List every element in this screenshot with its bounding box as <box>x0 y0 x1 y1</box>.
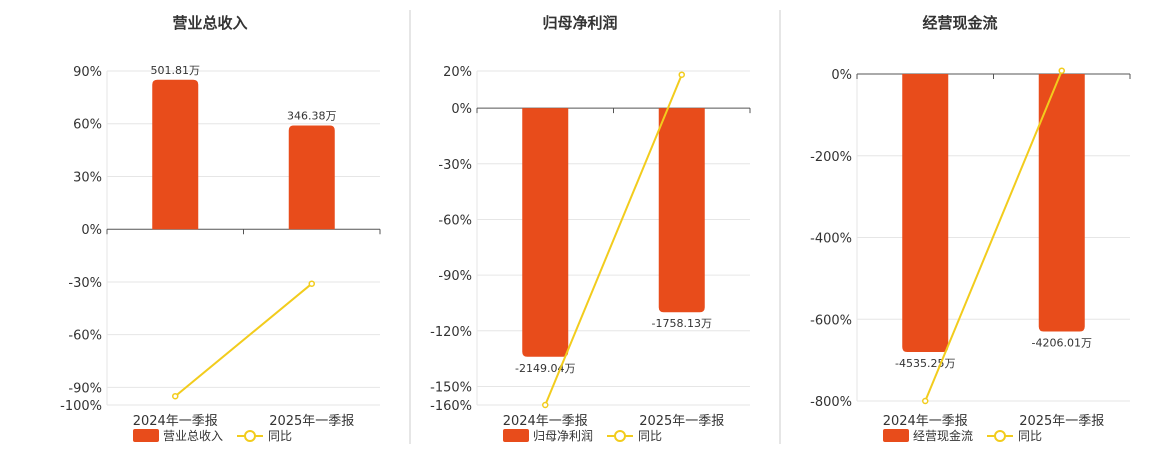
chart-2: 归母净利润 20% 0% -30% -60% -90% -120% -150% -160% -21… <box>430 14 751 443</box>
legend-bar-label: 归母净利润 <box>533 429 593 443</box>
y-tick-label: 0% <box>81 223 102 238</box>
y-tick-label: -150% <box>430 380 472 395</box>
chart-1: 营业总收入 90% 60% 30% 0% -30% -60% -90% -100% 501.81万… <box>60 14 381 443</box>
y-tick-label: 90% <box>73 65 102 80</box>
bar-data-label: 501.81万 <box>151 64 201 77</box>
bar-data-label: -1758.13万 <box>652 317 712 330</box>
y-tick-label: -100% <box>60 399 102 414</box>
y-tick-label: 60% <box>73 118 102 133</box>
y-tick-label: -400% <box>810 232 852 247</box>
legend: 经营现金流 同比 <box>883 428 1042 443</box>
bar-data-label: -4206.01万 <box>1032 337 1092 350</box>
legend-line-label: 同比 <box>638 429 662 443</box>
chart-title: 归母净利润 <box>542 14 617 32</box>
bar-2 <box>288 125 335 230</box>
y-tick-label: -200% <box>810 150 852 165</box>
y-tick-label: -60% <box>68 329 102 344</box>
y-tick-label: 0% <box>831 68 852 83</box>
bar-1 <box>902 74 949 352</box>
chart-title: 营业总收入 <box>172 14 247 32</box>
y-tick-label: 20% <box>443 65 472 80</box>
chart-3: 经营现金流 0% -200% -400% -600% -800% -4535.25万 -420… <box>810 14 1131 443</box>
bar-2 <box>658 108 705 313</box>
yoy-line <box>174 282 313 397</box>
x-category-label: 2024年一季报 <box>503 414 588 429</box>
y-tick-label: 30% <box>73 170 102 185</box>
x-category-label: 2025年一季报 <box>269 414 354 429</box>
y-tick-label: -60% <box>438 213 472 228</box>
legend-line-marker <box>614 430 626 442</box>
legend-line-marker <box>244 430 256 442</box>
legend: 归母净利润 同比 <box>503 429 662 443</box>
legend-bar-swatch <box>883 429 909 442</box>
x-category-label: 2024年一季报 <box>133 414 218 429</box>
y-tick-label: -800% <box>810 395 852 410</box>
bar-data-label: -4535.25万 <box>895 357 955 370</box>
yoy-line <box>924 70 1063 402</box>
y-tick-label: 0% <box>451 102 472 117</box>
x-category-label: 2025年一季报 <box>1019 414 1104 429</box>
yoy-point-2 <box>678 71 685 78</box>
legend: 营业总收入 同比 <box>133 429 292 443</box>
legend-line-marker <box>994 430 1006 442</box>
legend-bar-swatch <box>133 429 159 442</box>
legend-bar-label: 营业总收入 <box>163 429 223 443</box>
y-tick-label: -160% <box>430 399 472 414</box>
yoy-point-2 <box>308 280 315 287</box>
y-tick-label: -90% <box>438 269 472 284</box>
chart-title: 经营现金流 <box>922 14 997 32</box>
y-tick-label: -30% <box>438 158 472 173</box>
bar-1 <box>522 108 569 357</box>
yoy-point-1 <box>922 397 929 405</box>
legend-line-label: 同比 <box>268 429 292 443</box>
bar-data-label: 346.38万 <box>287 109 337 122</box>
yoy-point-1 <box>172 392 179 400</box>
y-tick-label: -90% <box>68 381 102 396</box>
y-tick-label: -120% <box>430 325 472 340</box>
legend-bar-swatch <box>503 429 529 442</box>
x-category-label: 2025年一季报 <box>639 414 724 429</box>
legend-bar-label: 经营现金流 <box>913 428 973 443</box>
yoy-point-1 <box>542 401 549 409</box>
x-category-label: 2024年一季报 <box>883 414 968 429</box>
bar-data-label: -2149.04万 <box>515 362 575 375</box>
yoy-point-2 <box>1058 67 1065 74</box>
bar-2 <box>1038 74 1085 332</box>
legend-line-label: 同比 <box>1018 429 1042 443</box>
y-tick-label: -30% <box>68 276 102 291</box>
yoy-line <box>544 74 683 406</box>
bar-1 <box>152 79 199 230</box>
y-tick-label: -600% <box>810 313 852 328</box>
